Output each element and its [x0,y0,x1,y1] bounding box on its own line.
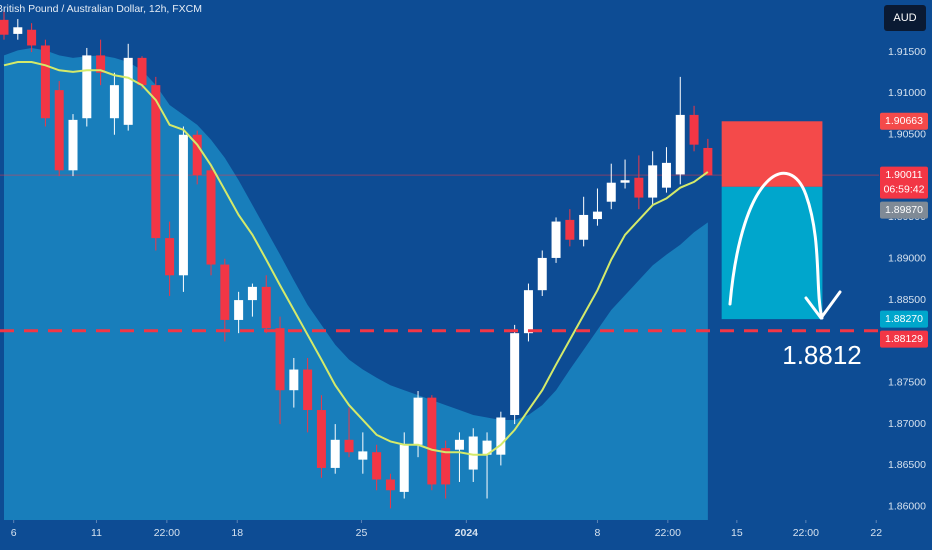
y-tick-label: 1.88500 [888,294,926,306]
y-tick-label: 1.91000 [888,87,926,99]
candle-body [234,300,244,320]
candle-body [123,57,133,125]
candle-body [468,436,478,470]
candle-body [675,114,685,175]
x-tick-label: 25 [356,527,368,539]
candle-body [661,162,671,188]
candle-body [137,57,147,86]
candle-body [316,410,326,468]
candle-body [192,134,202,176]
price-tag-label: 1.90011 [885,169,922,181]
candle-body [68,119,78,171]
candle-body [606,182,616,202]
x-tick-label: 18 [231,527,243,539]
y-tick-label: 1.89000 [888,253,926,265]
candle-body [178,134,188,276]
candle-body [358,451,368,460]
candle-body [220,264,230,320]
y-tick-label: 1.87000 [888,418,926,430]
price-tag [880,166,928,199]
x-tick-label: 8 [595,527,601,539]
drawn-arrow [728,171,824,320]
candle-body [523,290,533,334]
candle-body [510,333,520,416]
currency-button-label[interactable]: AUD [893,12,916,24]
candle-body [275,328,285,391]
candle-body [96,55,106,73]
candle-body [303,369,313,411]
y-tick-label: 1.87500 [888,377,926,389]
candle-body [592,211,602,220]
candle-body [399,444,409,492]
candle-body [689,114,699,145]
candle-body [579,214,589,240]
candle-body [54,90,64,171]
candle-body [372,452,382,480]
candle-body [482,440,492,455]
y-tick-label: 1.86500 [888,459,926,471]
price-tag [880,330,928,348]
candle-body [344,439,354,453]
moving-average-line [3,61,709,456]
candle-body [620,180,630,183]
candle-body [565,219,575,240]
candle-body [247,286,257,301]
candle-body [634,177,644,198]
candle-body [27,29,37,46]
candle-body [703,147,713,176]
price-tag [880,310,928,328]
x-tick-label: 22 [870,527,882,539]
candle-body [13,27,23,34]
candle-body [441,448,451,485]
arrow-head [804,290,842,320]
candle-body [551,221,561,258]
candle-body [82,55,92,119]
candle-body [496,417,506,455]
candle-body [648,165,658,198]
price-tag-label: 1.88270 [885,313,923,325]
y-tick-label: 1.86000 [888,501,926,513]
chart-title: British Pound / Australian Dollar, 12h, … [0,3,202,15]
price-tag-label: 1.90663 [885,115,923,127]
x-tick-label: 22:00 [793,527,819,539]
x-tick-label: 6 [11,527,17,539]
candle-body [289,369,299,391]
candle-body [454,439,464,450]
y-tick-label: 1.90500 [888,129,926,141]
candle-body [109,85,119,119]
candle-body [413,397,423,445]
candle-body [0,19,9,35]
candle-body [165,238,175,276]
price-tag [880,201,928,219]
candle-body [427,397,437,485]
x-tick-label: 2024 [455,527,479,539]
candle-body [261,286,271,329]
candle-body [385,479,395,491]
y-tick-label: 1.91500 [888,46,926,58]
candle-body [206,170,216,265]
x-tick-label: 11 [91,527,102,539]
price-tag [880,112,928,130]
price-tag-label: 1.88129 [885,333,923,345]
candle-body [537,257,547,291]
candle-body [40,45,50,119]
x-tick-label: 15 [731,527,743,539]
target-annotation: 1.8812 [782,340,862,370]
currency-button[interactable] [884,5,926,31]
candle-body [330,439,340,468]
x-tick-label: 22:00 [655,527,681,539]
x-tick-label: 22:00 [154,527,180,539]
countdown-label: 06:59:42 [884,183,925,195]
price-tag-label: 1.89870 [885,204,923,216]
candle-body [151,85,161,239]
